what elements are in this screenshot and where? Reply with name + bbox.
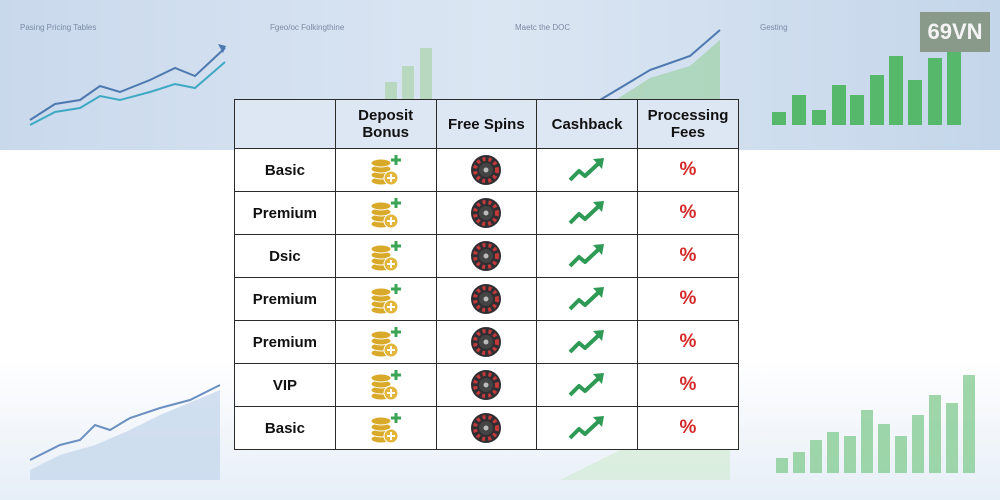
fees-cell: % — [637, 320, 739, 364]
cashback-icon — [545, 328, 629, 356]
spins-icon — [471, 284, 502, 314]
icon-cell — [334, 363, 437, 407]
cashback-icon — [568, 244, 605, 268]
table-row: Dsic% — [234, 234, 739, 278]
column-header: Deposit Bonus — [334, 99, 437, 149]
table-row: Premium% — [234, 320, 739, 364]
row-label: Premium — [234, 277, 336, 321]
fees-cell: % — [637, 406, 739, 450]
column-header: Processing Fees — [637, 99, 739, 149]
cashback-icon — [568, 158, 605, 182]
bonus-icon — [344, 282, 428, 316]
bg-label: Fgeo/oc Folkingthine — [270, 23, 345, 32]
spins-icon — [445, 240, 529, 272]
fees-cell: % — [637, 363, 739, 407]
row-label: Premium — [234, 191, 336, 235]
bonus-icon — [370, 413, 401, 444]
fees-cell: % — [637, 277, 739, 321]
icon-cell — [435, 320, 538, 364]
row-label: VIP — [234, 363, 336, 407]
spins-icon — [471, 413, 502, 443]
table-row: Basic% — [234, 406, 739, 450]
bonus-icon — [344, 411, 428, 445]
fees-cell: % — [637, 191, 739, 235]
icon-cell — [334, 234, 437, 278]
icon-cell — [334, 320, 437, 364]
spins-icon — [471, 198, 502, 228]
spins-icon — [445, 283, 529, 315]
icon-cell — [536, 320, 638, 364]
icon-cell — [536, 277, 638, 321]
fees-cell: % — [637, 234, 739, 278]
bonus-icon — [344, 325, 428, 359]
bonus-icon — [344, 239, 428, 273]
bonus-icon — [344, 196, 428, 230]
table-row: Premium% — [234, 277, 739, 321]
icon-cell — [435, 277, 538, 321]
icon-cell — [334, 191, 437, 235]
logo: 69VN — [920, 12, 990, 52]
fees-cell: % — [637, 148, 739, 192]
icon-cell — [435, 406, 538, 450]
comparison-table: Deposit Bonus Free Spins Cashback Processin… — [234, 99, 739, 450]
cashback-icon — [545, 199, 629, 227]
row-label: Premium — [234, 320, 336, 364]
icon-cell — [334, 406, 437, 450]
row-label: Basic — [234, 406, 336, 450]
spins-icon — [445, 369, 529, 401]
cashback-icon — [568, 201, 605, 225]
cashback-icon — [568, 373, 605, 397]
icon-cell — [334, 277, 437, 321]
bonus-icon — [370, 155, 401, 186]
spins-icon — [471, 327, 502, 357]
table-row: Premium% — [234, 191, 739, 235]
spins-icon — [445, 412, 529, 444]
column-header: Free Spins — [435, 99, 538, 149]
bg-label: Gesting — [760, 23, 788, 32]
bg-label: Pasing Pricing Tables — [20, 23, 96, 32]
corner-cell — [234, 99, 336, 149]
icon-cell — [435, 234, 538, 278]
bonus-icon — [370, 198, 401, 229]
icon-cell — [536, 234, 638, 278]
cashback-icon — [568, 287, 605, 311]
spins-icon — [471, 155, 502, 185]
spins-icon — [471, 241, 502, 271]
icon-cell — [334, 148, 437, 192]
icon-cell — [435, 363, 538, 407]
cashback-icon — [545, 285, 629, 313]
icon-cell — [536, 148, 638, 192]
row-label: Basic — [234, 148, 336, 192]
spins-icon — [471, 370, 502, 400]
icon-cell — [536, 363, 638, 407]
spins-icon — [445, 326, 529, 358]
bonus-icon — [370, 241, 401, 272]
column-header: Cashback — [536, 99, 638, 149]
table-row: VIP% — [234, 363, 739, 407]
bg-label: Maetc the DOC — [515, 23, 570, 32]
spins-icon — [445, 154, 529, 186]
bonus-icon — [344, 153, 428, 187]
cashback-icon — [545, 414, 629, 442]
icon-cell — [435, 148, 538, 192]
bonus-icon — [370, 327, 401, 358]
cashback-icon — [545, 156, 629, 184]
bonus-icon — [370, 370, 401, 401]
header-row: Deposit Bonus Free Spins Cashback Processin… — [234, 99, 739, 149]
table-row: Basic% — [234, 148, 739, 192]
row-label: Dsic — [234, 234, 336, 278]
bonus-icon — [370, 284, 401, 315]
cashback-icon — [545, 242, 629, 270]
icon-cell — [536, 191, 638, 235]
cashback-icon — [545, 371, 629, 399]
icon-cell — [536, 406, 638, 450]
cashback-icon — [568, 416, 605, 440]
bonus-icon — [344, 368, 428, 402]
icon-cell — [435, 191, 538, 235]
cashback-icon — [568, 330, 605, 354]
spins-icon — [445, 197, 529, 229]
